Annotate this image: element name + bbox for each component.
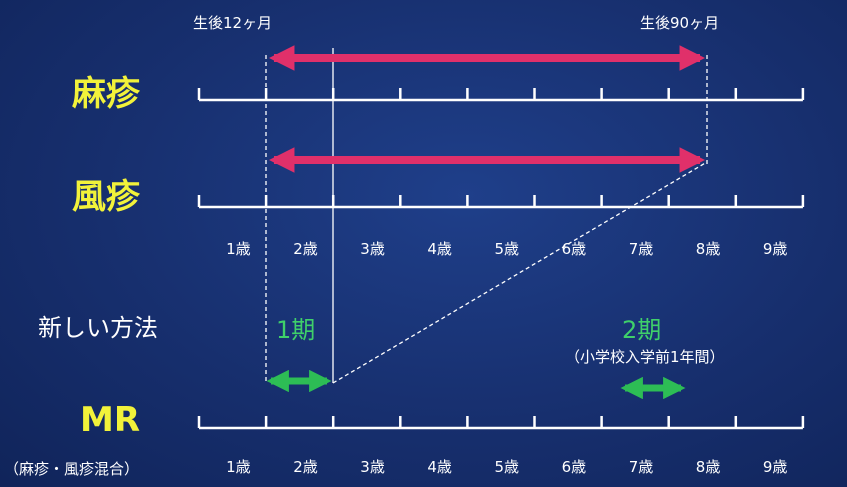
age-tick-label: 5歳: [494, 458, 520, 476]
age-tick-label: 9歳: [762, 240, 788, 258]
age-tick-label: 8歳: [695, 458, 721, 476]
rubella-axis: [197, 195, 805, 209]
age-tick-label: 5歳: [494, 240, 520, 258]
measles-label: 麻疹: [72, 74, 140, 114]
rubella-label: 風疹: [72, 177, 140, 217]
period2-note: （小学校入学前1年間）: [565, 348, 725, 366]
age-tick-label: 2歳: [293, 458, 318, 476]
period2-label: 2期: [622, 316, 662, 344]
age-tick-label: 6歳: [561, 240, 587, 258]
end-age-label: 生後90ヶ月: [640, 14, 720, 32]
method-label: 新しい方法: [38, 314, 158, 342]
start-age-label: 生後12ヶ月: [193, 14, 273, 32]
age-tick-label: 4歳: [427, 240, 452, 258]
age-tick-label: 7歳: [628, 458, 654, 476]
age-tick-label: 6歳: [561, 458, 587, 476]
age-tick-label: 3歳: [360, 458, 385, 476]
age-tick-label: 4歳: [427, 458, 452, 476]
period1-label: 1期: [276, 316, 316, 344]
age-tick-label: 2歳: [293, 240, 318, 258]
mr-note: （麻疹・風疹混合）: [4, 460, 140, 478]
age-tick-label: 1歳: [226, 458, 251, 476]
transition-diagonal: [332, 161, 708, 384]
mr-label: MR: [80, 400, 141, 440]
age-tick-label: 3歳: [360, 240, 385, 258]
age-tick-label: 9歳: [762, 458, 788, 476]
age-tick-label: 7歳: [628, 240, 654, 258]
mr-axis: [197, 416, 805, 430]
age-tick-label: 8歳: [695, 240, 721, 258]
measles-axis: [197, 88, 805, 102]
age-tick-label: 1歳: [226, 240, 251, 258]
